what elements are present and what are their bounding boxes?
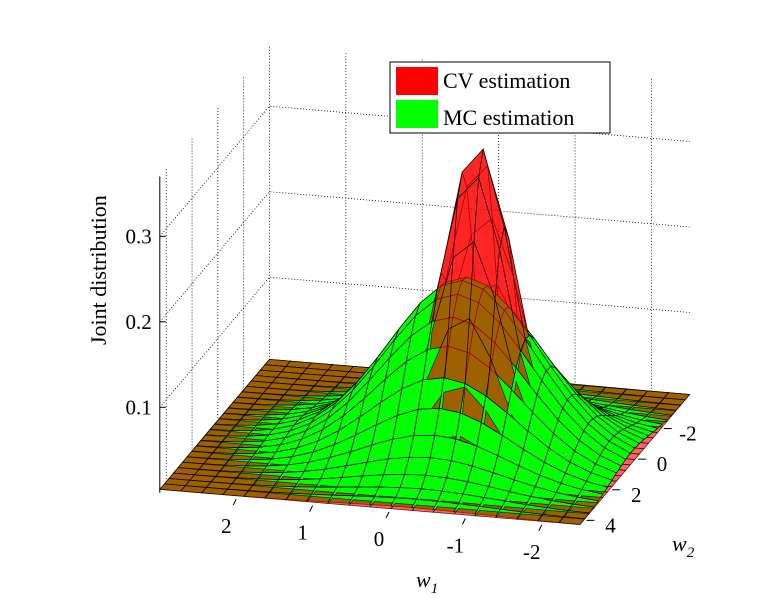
x-axis-label: w1 [416, 567, 438, 597]
x-tick [385, 511, 390, 519]
x-tick [309, 505, 314, 512]
x-tick [232, 498, 237, 506]
y-tick-label: -2 [679, 422, 697, 446]
surfaces [159, 148, 691, 525]
x-tick-label: 2 [221, 514, 232, 538]
legend-swatch-cv [396, 67, 438, 95]
x-tick-label: 1 [297, 521, 308, 545]
x-tick-label: 0 [374, 527, 385, 551]
legend-label-mc: MC estimation [443, 105, 574, 130]
legend-label-cv: CV estimation [443, 68, 570, 93]
x-tick [538, 524, 543, 532]
y-axis-label: w2 [672, 531, 695, 561]
z-tick-label: 0.3 [126, 224, 152, 248]
legend: CV estimation MC estimation [389, 61, 611, 134]
y-tick-label: 0 [657, 452, 668, 476]
cv-surface-patch [558, 517, 586, 525]
z-tick-label: 0.1 [126, 395, 152, 419]
z-tick-label: 0.2 [126, 310, 152, 334]
x-tick-label: -1 [447, 533, 465, 557]
y-tick-label: 4 [605, 513, 616, 537]
z-axis-label: Joint distribution [86, 195, 111, 345]
x-tick-label: -2 [523, 540, 541, 564]
y-tick-label: 2 [631, 483, 642, 507]
legend-swatch-mc [396, 100, 438, 128]
x-tick [461, 518, 466, 525]
